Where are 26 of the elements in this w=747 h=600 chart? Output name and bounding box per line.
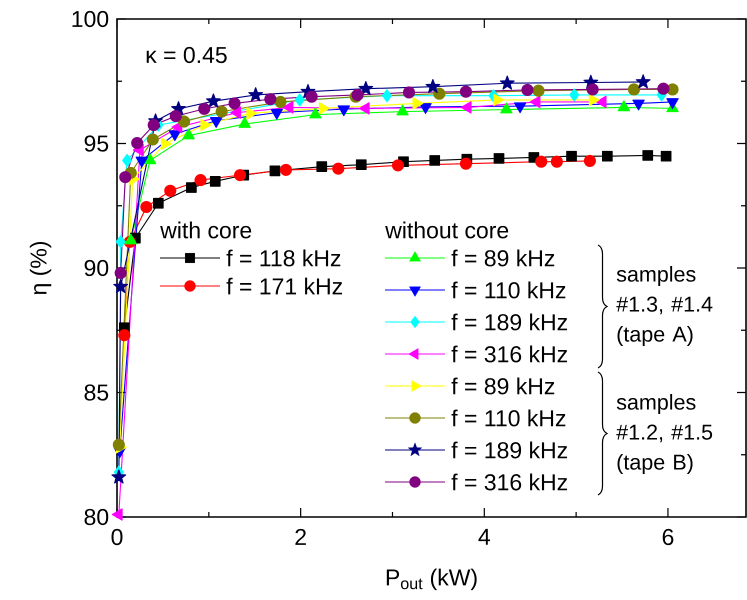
y-tick-label: 80: [84, 508, 108, 526]
annotation: without core: [385, 222, 508, 238]
annotation: with core: [160, 222, 252, 238]
y-tick-label: 85: [84, 384, 108, 401]
legend-label: f = 89 kHz: [452, 378, 554, 394]
legend-label: f = 89 kHz: [452, 250, 554, 266]
x-axis-title: P$_{out}$ (kW): [386, 568, 477, 590]
x-tick-label: 2: [295, 528, 306, 545]
legend-label: f = 189 kHz: [452, 442, 568, 458]
legend-label: f = 316 kHz: [452, 346, 568, 362]
legend-label: f = 171 kHz: [226, 278, 342, 294]
annotation: κ = 0.45: [146, 46, 227, 64]
legend-label: f = 316 kHz: [452, 474, 568, 490]
legend-label: f = 118 kHz: [226, 250, 340, 266]
y-tick-label: 90: [84, 260, 108, 276]
x-tick-label: 0: [112, 528, 122, 546]
x-tick-label: 6: [662, 528, 674, 546]
y-axis-title: η (%): [30, 242, 52, 294]
legend-label: f = 110 kHz: [452, 410, 566, 426]
y-tick-label: 95: [84, 135, 108, 152]
legend-label: f = 110 kHz: [452, 282, 566, 298]
annotation: samples #1.3, #1.4 (tape A): [616, 266, 712, 346]
legend-label: f = 189 kHz: [452, 314, 568, 330]
annotation: samples #1.2, #1.5 (tape B): [616, 394, 712, 474]
y-tick-label: 100: [72, 10, 108, 28]
x-tick-label: 4: [478, 528, 490, 545]
